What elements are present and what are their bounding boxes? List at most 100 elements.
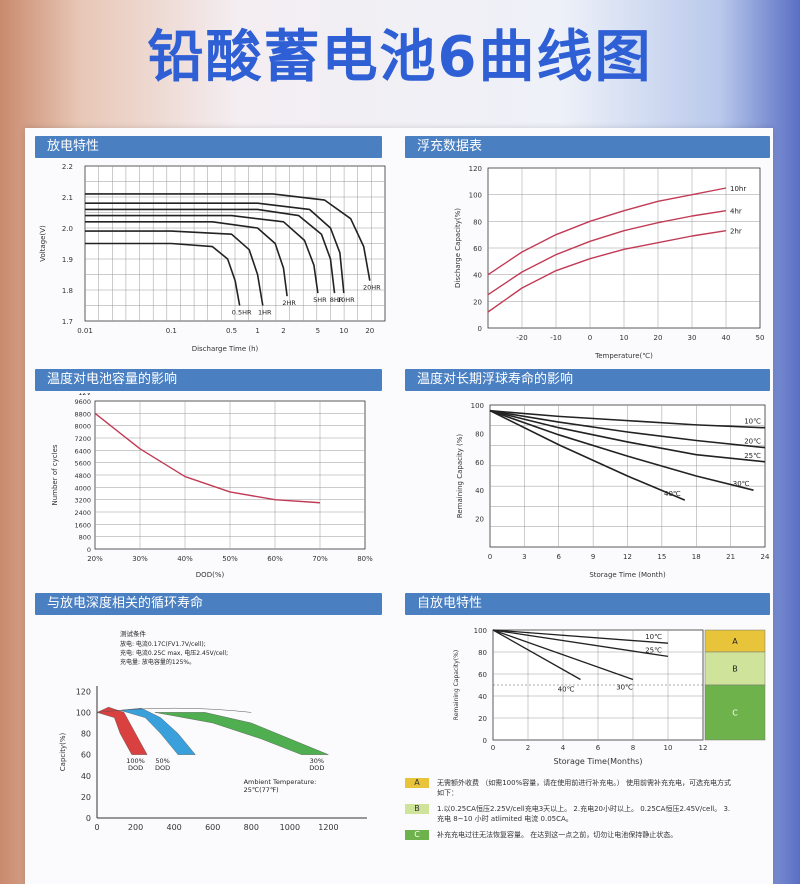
c4-y-label: Remaining Capacity (%) <box>456 434 464 519</box>
c5-x-tick: 200 <box>128 823 143 832</box>
c6-series-10℃ <box>492 629 669 644</box>
c5-y-tick: 40 <box>81 772 91 781</box>
c3-series-line <box>94 412 321 504</box>
temp-capacity-chart: 20% 30% 40% 50% 60% 70% 80% 0 800 1600 2400 3200 400… <box>51 393 373 579</box>
c1-series-label: 2HR <box>282 299 296 307</box>
c1-series-0.5HR <box>85 242 241 306</box>
c2-x-tick: 50 <box>756 334 765 342</box>
c5-y-tick: 60 <box>81 751 91 760</box>
c4-series-label: 40℃ <box>664 490 681 498</box>
c5-x-tick: 800 <box>244 823 259 832</box>
c4-series-25℃ <box>489 409 766 463</box>
c1-series-8HR <box>85 208 336 294</box>
c1-x-tick: 1 <box>255 327 259 335</box>
c1-x-tick: 2 <box>281 327 285 335</box>
c6-x-tick: 8 <box>631 744 635 752</box>
c6-x-tick: 4 <box>561 744 566 752</box>
c5-x-label: Number of Cycles <box>167 843 238 844</box>
panel-header-temp-capacity: 温度对电池容量的影响 <box>35 369 382 391</box>
c1-y-tick: 1.9 <box>62 256 73 264</box>
c3-x-tick: 60% <box>267 555 283 563</box>
c3-y-tick: 6400 <box>74 447 91 455</box>
legend-row-c: C 补充充电过往无法恢复容量。 在达到这一点之前，切勿让电池保持静止状态。 <box>405 830 755 840</box>
c3-y-tick: 2400 <box>74 509 91 517</box>
c4-series-label: 20℃ <box>744 438 761 446</box>
c6-y-label: Remaining Capacity(%) <box>453 650 460 720</box>
float-life-chart: 0 3 6 9 12 15 18 21 24 20 40 60 80 100 Storage Time (M… <box>456 402 770 579</box>
c3-x-tick: 30% <box>132 555 148 563</box>
page-title: 铅酸蓄电池6曲线图 <box>147 25 653 90</box>
c5-x-tick: 0 <box>94 823 99 832</box>
c1-series-20HR <box>85 193 371 281</box>
c2-series-2hr <box>487 229 727 313</box>
c6-series-30℃ <box>492 629 634 681</box>
c1-series-1HR <box>85 230 264 306</box>
c5-x-tick: 600 <box>205 823 220 832</box>
c6-x-label: Storage Time(Months) <box>554 757 643 766</box>
panel-header-discharge: 放电特性 <box>35 136 382 158</box>
c1-series-label: 20HR <box>363 284 381 292</box>
c2-x-tick: 40 <box>722 334 731 342</box>
c3-y-tick: 8800 <box>74 410 91 418</box>
c3-x-tick: 20% <box>87 555 103 563</box>
c5-band-30dod <box>154 712 329 755</box>
c2-series-label: 2hr <box>730 228 742 236</box>
c1-series-10HR <box>85 202 345 294</box>
c2-x-tick: -10 <box>550 334 561 342</box>
c5-envelope <box>96 707 252 713</box>
panel-header-float-life: 温度对长期浮球寿命的影响 <box>405 369 770 391</box>
c4-x-tick: 24 <box>761 553 770 561</box>
c3-y-tick: 9600 <box>74 398 91 406</box>
c2-x-tick: 0 <box>588 334 592 342</box>
c6-series-label: 25℃ <box>645 646 662 654</box>
c6-zone-label: B <box>732 665 738 674</box>
legend-text-b: 1.以0.25CA恒压2.25V/cell充电3天以上。 2.充电20小时以上。… <box>437 805 731 823</box>
c4-series-label: 10℃ <box>744 418 761 426</box>
c5-y-tick: 20 <box>81 793 91 802</box>
c1-y-label: Voltage(V) <box>39 225 47 262</box>
c1-series-label: 0.5HR <box>232 309 252 317</box>
c2-y-label: Discharge Capacity(%) <box>454 208 462 288</box>
c1-y-tick: 1.8 <box>62 287 73 295</box>
c6-y-tick: 100 <box>474 627 487 635</box>
c5-y-tick: 0 <box>86 814 91 823</box>
c2-x-label: Temperature(℃) <box>594 352 653 360</box>
legend-row-a: A 无需额外收费 （如需100%容量，请在使用前进行补充电。） 使用前需补充充电… <box>405 778 755 798</box>
c5-note: 放电: 电流0.17C(FV1.7V/cell); <box>120 640 206 648</box>
c3-x-tick: 70% <box>312 555 328 563</box>
c5-y-label: Capcity(%) <box>59 733 67 772</box>
c3-y-label: Number of cycles <box>51 444 59 505</box>
discharge-chart: 0.01 0.1 0.5 1 2 5 10 20 1.7 1.8 1.9 2.0 2.1 2.2 Disch… <box>39 163 386 353</box>
panel-header-cycle-life: 与放电深度相关的循环寿命 <box>35 593 382 615</box>
legend-text-a: 无需额外收费 （如需100%容量，请在使用前进行补充电。） 使用前需补充充电，可… <box>437 779 731 797</box>
c2-series-label: 4hr <box>730 208 742 216</box>
c1-y-tick: 2.0 <box>62 225 73 233</box>
c6-x-tick: 10 <box>664 744 673 752</box>
c6-x-tick: 12 <box>699 744 708 752</box>
c3-y-tick: 8000 <box>74 423 91 431</box>
c5-ambient-label: Ambient Temperature: <box>244 778 317 786</box>
c6-x-tick: 2 <box>526 744 530 752</box>
c4-x-tick: 3 <box>522 553 526 561</box>
c2-x-tick: 30 <box>688 334 697 342</box>
c5-y-tick: 100 <box>76 708 91 717</box>
c3-y-tick: 3200 <box>74 497 91 505</box>
legend-key-c: C <box>405 830 429 840</box>
c6-y-tick: 0 <box>483 737 487 745</box>
c5-ambient-value: 25℃(77℉) <box>244 786 279 794</box>
c3-y-tick: 4800 <box>74 472 91 480</box>
float-chart: -20 -10 0 10 20 30 40 50 0 20 40 60 80 100 120 Temperat… <box>454 165 765 360</box>
c3-x-tick: 80% <box>357 555 373 563</box>
c1-x-label: Discharge Time (h) <box>192 345 259 353</box>
c4-series-30℃ <box>489 409 754 491</box>
c2-x-tick: -20 <box>516 334 527 342</box>
c1-y-tick: 1.7 <box>62 318 73 326</box>
c6-zone-label: C <box>732 709 738 718</box>
c2-series-label: 10hr <box>730 185 746 193</box>
legend-key-a: A <box>405 778 429 788</box>
self-discharge-legend: A 无需额外收费 （如需100%容量，请在使用前进行补充电。） 使用前需补充充电… <box>405 778 755 840</box>
c1-series-label: 8HR <box>330 296 344 304</box>
legend-text-c: 补充充电过往无法恢复容量。 在达到这一点之前，切勿让电池保持静止状态。 <box>437 831 678 839</box>
c1-x-tick: 0.01 <box>77 327 93 335</box>
